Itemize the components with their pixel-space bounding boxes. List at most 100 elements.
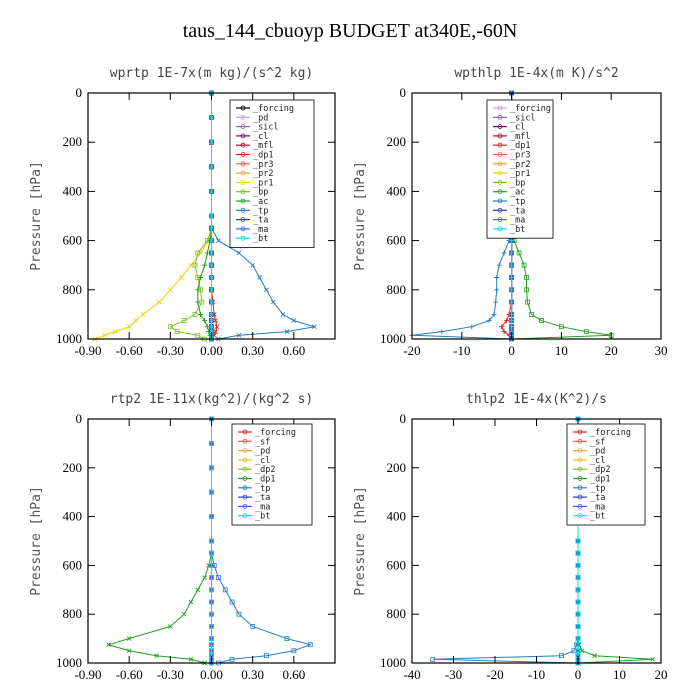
legend-marker	[240, 124, 246, 129]
data-point	[291, 318, 297, 323]
data-point	[516, 250, 522, 256]
data-point	[499, 324, 505, 330]
legend-marker	[240, 152, 246, 157]
y-tick-label: 400	[387, 509, 407, 524]
data-point	[509, 311, 515, 317]
legend-label: _pr1	[510, 169, 530, 179]
legend-box	[486, 99, 554, 239]
data-point	[195, 332, 201, 338]
data-point	[270, 299, 276, 305]
legend-label: _pr2	[510, 160, 530, 170]
y-tick-label: 1000	[56, 655, 82, 670]
data-point	[575, 611, 581, 617]
data-point	[650, 657, 656, 662]
legend-label: _ta	[253, 216, 268, 226]
legend-label: _pd	[253, 113, 268, 123]
data-point	[209, 299, 214, 305]
chart-panel-3: rtp2 1E-11x(kg^2)/(kg^2 s) Pressure [hPa]…	[29, 392, 336, 682]
data-point	[209, 238, 214, 243]
x-tick-label: -10	[528, 667, 545, 682]
legend: _forcing_pd_sicl_cl_mfl_dp1_pr3_pr2_pr1_…	[229, 99, 315, 248]
data-point	[575, 636, 581, 641]
x-tick-label: 0.30	[241, 343, 264, 358]
x-tick-label: 0.30	[241, 667, 264, 682]
data-point	[202, 262, 208, 268]
legend-label: _tp	[255, 484, 270, 494]
data-point	[575, 538, 581, 544]
data-point	[213, 318, 218, 323]
legend-marker	[497, 133, 503, 139]
data-point	[188, 657, 194, 662]
data-point	[168, 287, 173, 293]
legend-marker	[242, 457, 248, 463]
y-tick-label: 400	[63, 183, 83, 198]
legend: _forcing_sf_pd_cl_dp2_dp1_tp_ta_ma_bt	[231, 423, 313, 526]
data-point	[509, 238, 515, 244]
data-point	[263, 653, 269, 659]
data-point	[214, 324, 220, 330]
y-tick-label: 400	[387, 183, 407, 198]
legend-marker	[242, 476, 248, 481]
x-tick-label: -40	[403, 667, 420, 682]
data-point	[491, 311, 497, 317]
legend-marker	[240, 170, 246, 176]
data-point	[509, 318, 515, 324]
legend-label: _dp2	[590, 465, 610, 475]
y-tick-label: 200	[63, 134, 83, 149]
data-point	[209, 440, 214, 446]
legend-marker	[497, 105, 503, 111]
data-point	[236, 611, 242, 617]
legend-label: _forcing	[590, 428, 631, 438]
data-point	[583, 329, 589, 335]
data-point	[494, 275, 500, 280]
x-tick-label: -0.90	[74, 343, 101, 358]
data-point	[291, 648, 297, 654]
x-tick-label: 0.60	[282, 343, 305, 358]
y-tick-label: 400	[63, 509, 83, 524]
data-point	[192, 311, 198, 317]
data-point	[209, 465, 214, 471]
legend-label: _bp	[253, 188, 268, 198]
data-point	[539, 318, 544, 323]
legend-label: _sf	[590, 437, 605, 447]
legend-label: _cl	[510, 123, 525, 133]
legend-label: _ta	[510, 206, 525, 216]
legend-marker	[577, 457, 583, 463]
legend-marker	[240, 179, 246, 185]
data-point	[140, 312, 146, 317]
x-tick-label: -0.90	[74, 667, 101, 682]
y-axis-label: Pressure [hPa]	[353, 486, 368, 596]
legend-marker	[577, 438, 583, 444]
y-tick-label: 1000	[56, 331, 82, 346]
series-line	[432, 419, 579, 664]
legend-marker	[242, 513, 248, 519]
legend-marker	[577, 476, 583, 481]
legend-marker	[240, 189, 246, 195]
data-point	[509, 287, 515, 293]
data-point	[469, 324, 475, 330]
data-point	[575, 550, 581, 556]
legend-label: _cl	[255, 456, 270, 466]
data-point	[195, 287, 201, 293]
legend-label: _forcing	[510, 104, 551, 114]
panel-title: wprtp 1E-7x(m kg)/(s^2 kg)	[110, 66, 314, 81]
data-point	[178, 275, 184, 280]
legend: _forcing_sicl_cl_mfl_dp1_pr3_pr2_pr1_bp_…	[486, 99, 554, 239]
legend-label: _mfl	[253, 141, 273, 151]
data-point	[209, 225, 214, 231]
legend-marker	[240, 207, 246, 213]
data-point	[157, 299, 162, 305]
series-line	[94, 93, 212, 340]
legend-label: _sf	[255, 437, 270, 447]
data-point	[126, 324, 132, 330]
legend-marker	[242, 503, 248, 509]
data-point	[209, 318, 214, 323]
y-tick-label: 200	[387, 134, 407, 149]
data-point	[213, 329, 218, 334]
data-point	[575, 587, 581, 593]
data-point	[284, 329, 290, 334]
x-tick-label: 30	[655, 343, 668, 358]
